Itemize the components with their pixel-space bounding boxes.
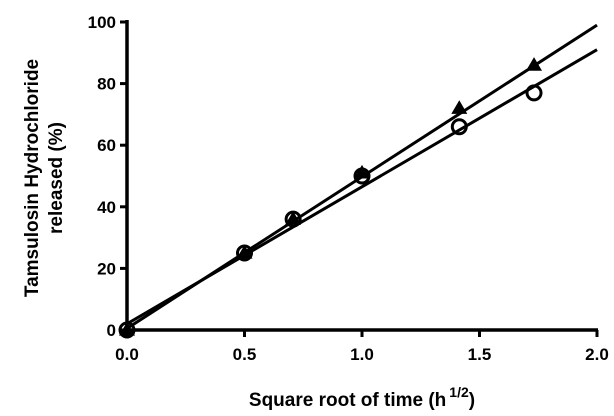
y-axis-title-line1: Tamsulosin Hydrochloride — [22, 59, 43, 297]
x-axis-title-main: Square root of time (h — [249, 390, 446, 411]
triangle-marker — [236, 245, 253, 259]
data-markers — [118, 57, 543, 339]
x-tick-label: 0.5 — [233, 345, 257, 364]
circle-marker — [450, 118, 468, 136]
x-tick-label: 1.0 — [350, 345, 374, 364]
circle-marker — [118, 321, 136, 339]
x-axis-title-suffix: ) — [469, 390, 475, 411]
y-axis-title: Tamsulosin Hydrochloride released (%) — [22, 59, 67, 297]
circle-marker — [236, 244, 253, 262]
triangle-marker — [354, 164, 370, 179]
y-tick-label: 40 — [97, 198, 116, 217]
y-tick-label: 100 — [88, 13, 116, 32]
tick-marks: 0 20 40 60 80 100 0.0 0.5 1.0 1.5 2.0 — [88, 13, 609, 364]
y-tick-label: 80 — [97, 75, 116, 94]
x-tick-label: 0.0 — [115, 345, 139, 364]
circle-marker — [353, 167, 371, 185]
y-axis-title-line2: released (%) — [46, 122, 67, 234]
triangle-marker — [526, 57, 543, 71]
x-axis-title: Square root of time (h 1/2) — [249, 384, 475, 411]
x-tick-label: 2.0 — [585, 345, 609, 364]
triangle-marker — [119, 322, 135, 336]
y-tick-label: 0 — [107, 321, 116, 340]
y-tick-label: 60 — [97, 136, 116, 155]
circle-marker — [284, 210, 302, 228]
triangle-marker — [285, 211, 302, 225]
x-tick-label: 1.5 — [468, 345, 492, 364]
fit-line-circle-series — [126, 48, 598, 326]
x-axis-title-superscript: 1/2 — [449, 384, 469, 400]
y-tick-label: 20 — [97, 259, 116, 278]
circle-marker — [525, 84, 543, 102]
triangle-marker — [451, 100, 468, 114]
